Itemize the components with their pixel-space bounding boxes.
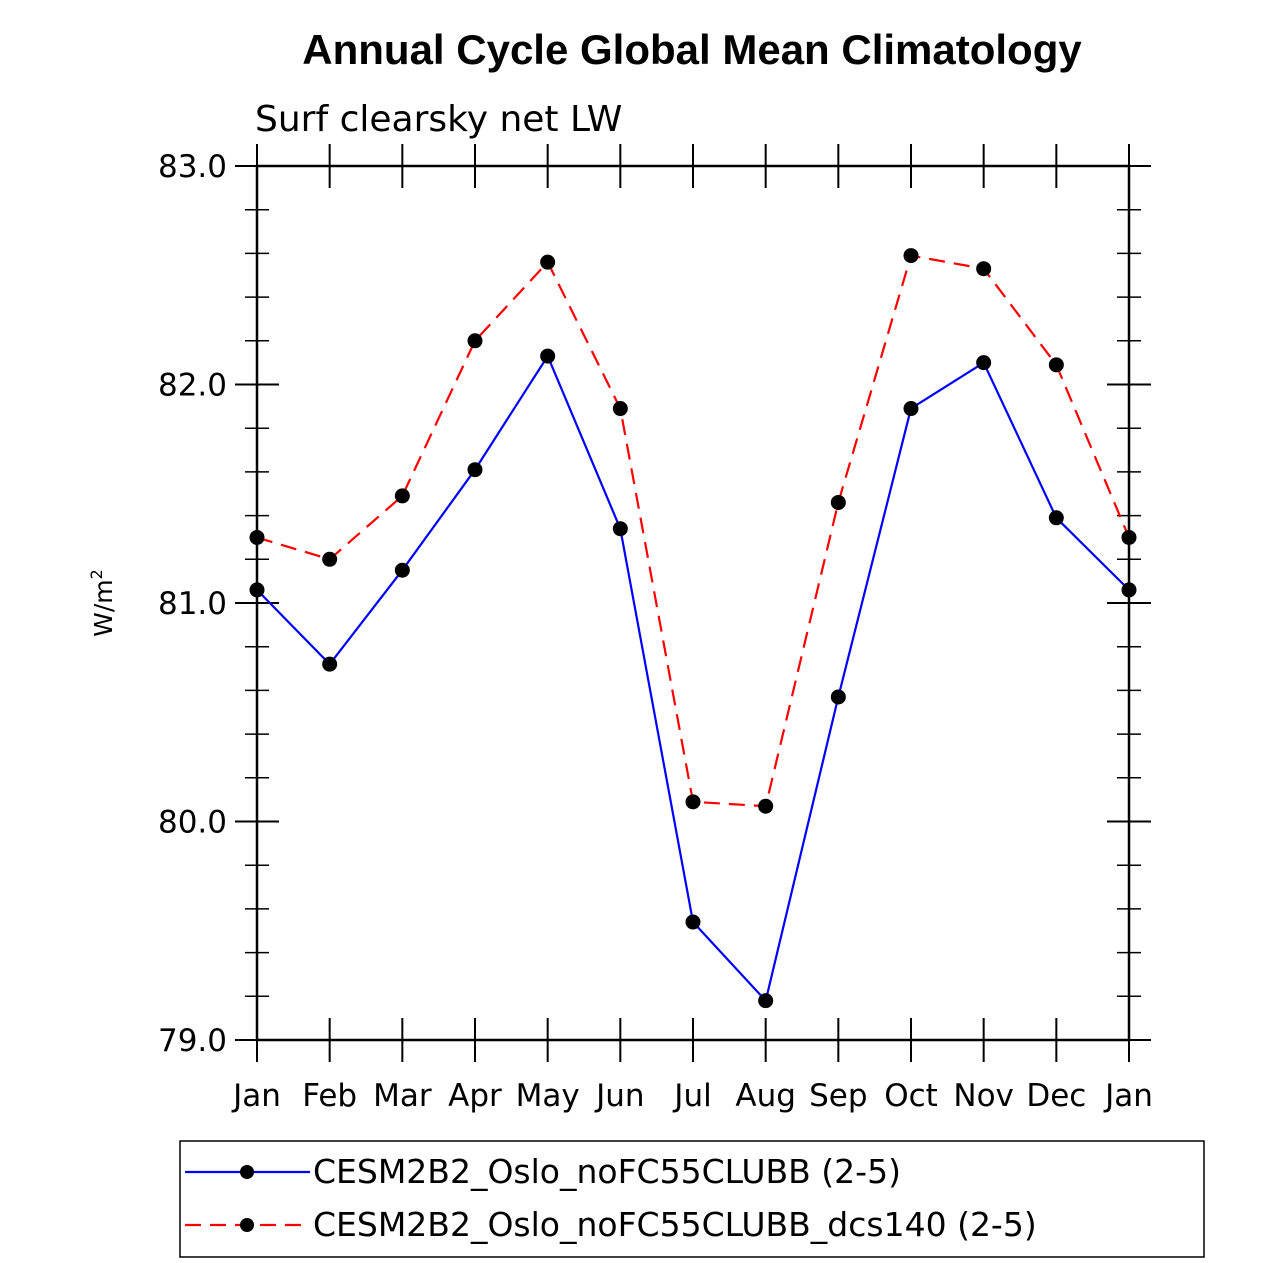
series-2-point (830, 494, 846, 510)
legend-box (179, 1140, 1205, 1258)
legend: CESM2B2_Oslo_noFC55CLUBB (2-5) CESM2B2_O… (179, 1140, 1205, 1258)
x-tick-label: Oct (884, 1078, 938, 1114)
x-tick-label: Apr (448, 1078, 502, 1114)
series-1-point (903, 401, 919, 417)
series-1-point (394, 562, 410, 578)
x-tick-label: Jun (594, 1078, 644, 1114)
series-1-point (976, 355, 992, 371)
x-tick-label: Aug (735, 1078, 796, 1114)
y-tick-labels: 79.0 80.0 81.0 82.0 83.0 (158, 149, 227, 1059)
x-tick-labels: Jan Feb Mar Apr May Jun Jul Aug Sep Oct Nov Dec Jan (231, 1078, 1153, 1114)
legend-label-1: CESM2B2_Oslo_noFC55CLUBB (2-5) (313, 1152, 901, 1191)
x-tick-label: Dec (1026, 1078, 1086, 1114)
legend-marker-2 (240, 1218, 254, 1232)
legend-marker-1 (240, 1165, 254, 1179)
series-1-point (758, 993, 774, 1009)
series-1-point (249, 582, 265, 598)
series-2-point (322, 551, 338, 567)
x-tick-label: Jan (1103, 1078, 1153, 1114)
y-axis-label-superscript: 2 (87, 569, 106, 579)
plot-frame (255, 164, 1131, 1042)
series-layer (249, 248, 1137, 1009)
series-2-point (685, 794, 701, 810)
y-axis-label: W/m2 (87, 569, 118, 637)
series-1-point (322, 656, 338, 672)
y-axis-label-unit: W/m (89, 579, 118, 637)
series-2-point (612, 401, 628, 417)
legend-label-2: CESM2B2_Oslo_noFC55CLUBB_dcs140 (2-5) (313, 1205, 1037, 1244)
series-2-point (976, 261, 992, 277)
chart-title: Annual Cycle Global Mean Climatology (302, 26, 1082, 73)
series-2-point (540, 254, 556, 270)
series-line-1 (256, 353, 1130, 1003)
series-2-point (903, 248, 919, 264)
x-tick-label: Mar (373, 1078, 432, 1114)
x-tick-label: Feb (302, 1078, 357, 1114)
x-tick-label: Nov (953, 1078, 1014, 1114)
chart-subtitle: Surf clearsky net LW (255, 99, 622, 140)
x-tick-label: May (516, 1078, 580, 1114)
series-1-point (467, 462, 483, 478)
series-1-point (830, 689, 846, 705)
x-tick-label: Jul (672, 1078, 711, 1114)
series-1-point (612, 521, 628, 537)
x-tick-label: Jan (231, 1078, 281, 1114)
y-tick-label: 79.0 (158, 1023, 227, 1059)
y-tick-label: 81.0 (158, 586, 227, 622)
x-tick-label: Sep (809, 1078, 867, 1114)
series-2-point (1121, 529, 1137, 545)
y-tick-label: 83.0 (158, 149, 227, 185)
series-2-point (1048, 357, 1064, 373)
series-1-point (685, 914, 701, 930)
series-1-point (1121, 582, 1137, 598)
y-tick-label: 80.0 (158, 805, 227, 841)
series-2-point (758, 798, 774, 814)
series-2-point (467, 333, 483, 349)
series-1-point (1048, 510, 1064, 526)
series-2-point (394, 488, 410, 504)
series-2-point (249, 529, 265, 545)
y-tick-label: 82.0 (158, 368, 227, 404)
series-line-2 (256, 254, 1131, 808)
series-1-point (540, 348, 556, 364)
